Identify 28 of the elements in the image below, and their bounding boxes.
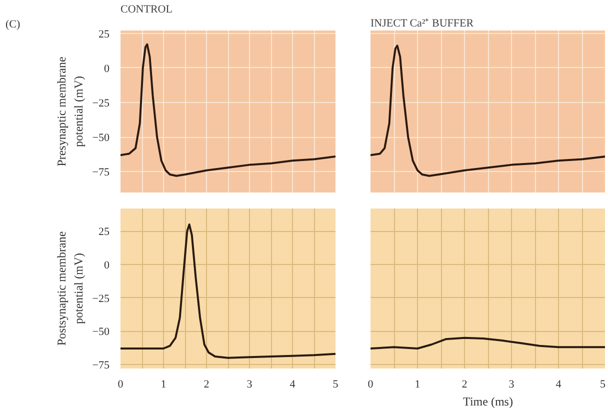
x-tick-label: 5 bbox=[600, 378, 606, 390]
y-tick-label: 0 bbox=[104, 260, 110, 272]
x-tick-label: 1 bbox=[160, 378, 166, 390]
y-tick-label: −25 bbox=[92, 98, 110, 110]
y-tick-label: −75 bbox=[92, 166, 110, 179]
x-tick-label: 5 bbox=[332, 378, 339, 390]
x-tick-label: 0 bbox=[368, 378, 374, 390]
y-tick-label: 25 bbox=[98, 226, 110, 238]
x-tick-label: 4 bbox=[556, 378, 562, 390]
y-axis-title: Presynaptic membrane potential (mV) bbox=[54, 56, 86, 166]
y-tick-label: 25 bbox=[98, 28, 110, 40]
x-tick-label: 1 bbox=[414, 378, 420, 390]
y-axis-title: Postsynaptic membrane potential (mV) bbox=[54, 231, 86, 346]
x-axis-title: Time (ms) bbox=[463, 394, 513, 408]
x-tick-label: 2 bbox=[204, 378, 210, 390]
chart-title: CONTROL bbox=[120, 4, 173, 16]
text: (C) bbox=[6, 18, 20, 30]
y-tick-label: −25 bbox=[92, 292, 110, 305]
x-tick-label: 3 bbox=[246, 378, 253, 390]
y-tick-label: −50 bbox=[92, 132, 110, 144]
chart-title: INJECT Ca²⁺ BUFFER bbox=[370, 18, 474, 30]
y-tick-label: −75 bbox=[92, 360, 110, 372]
y-tick-label: 0 bbox=[104, 62, 110, 75]
x-tick-label: 4 bbox=[290, 378, 296, 390]
x-tick-label: 2 bbox=[462, 378, 468, 390]
x-tick-label: 0 bbox=[118, 378, 124, 390]
y-tick-label: −50 bbox=[92, 326, 110, 338]
x-tick-label: 3 bbox=[508, 378, 515, 390]
